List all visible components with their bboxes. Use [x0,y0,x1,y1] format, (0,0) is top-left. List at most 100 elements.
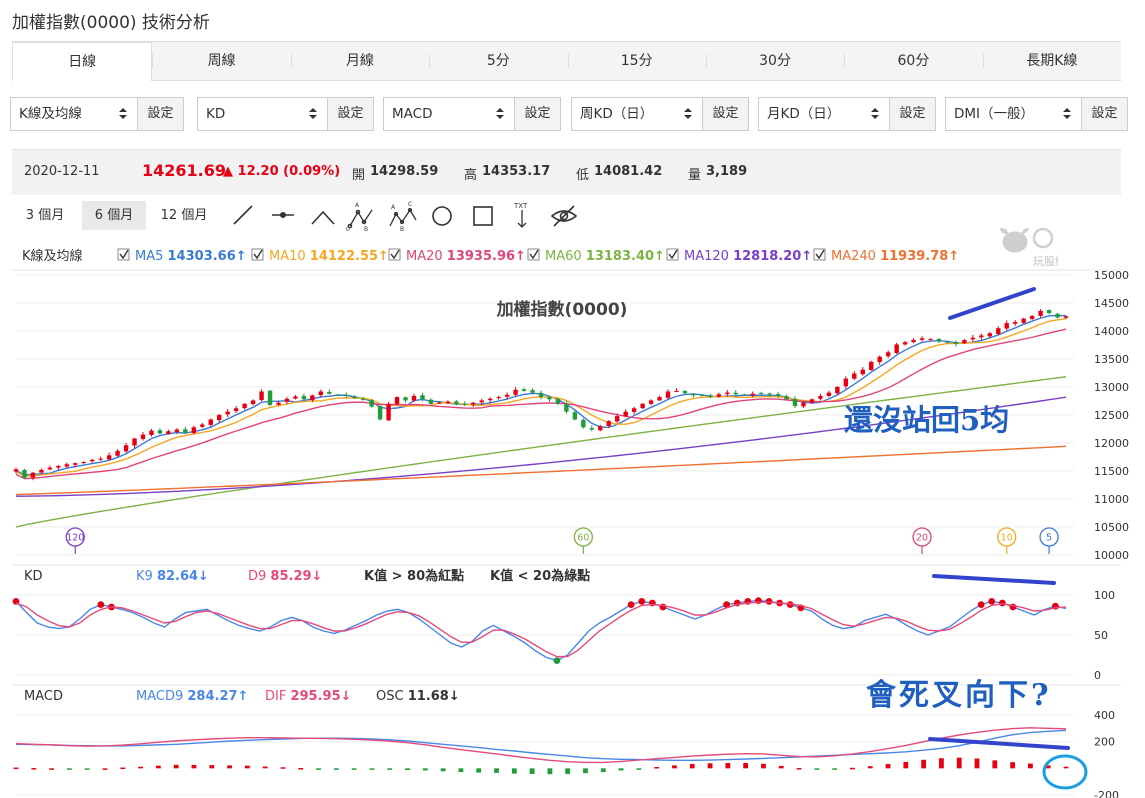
segment-tool-icon[interactable] [272,212,294,219]
osc-bar [476,768,482,773]
candle-body [115,450,120,456]
marker-circle [573,527,593,547]
candle-body [869,361,874,371]
candle-body [420,395,425,400]
range-3m-button[interactable]: 3 個月 [25,208,65,223]
legend-osc: OSC 11.68↓ [376,689,460,704]
tab-weekly[interactable]: 周線 [152,42,290,80]
high-value: 14353.17 [482,164,551,179]
tab-60min[interactable]: 60分 [844,42,982,80]
legend-d9: D9 85.29↓ [248,569,322,584]
candle-body [208,419,213,425]
tab-30min[interactable]: 30分 [705,42,844,80]
candle-body [589,428,595,430]
range-6m-button[interactable]: 6 個月 [82,201,146,230]
period-tabs: 日線 周線 月線 5分 15分 30分 60分 長期K線 [12,41,1121,81]
marker-circle [997,527,1017,547]
candle-body [276,402,281,405]
candle-body [344,394,349,396]
candle-body [826,392,832,396]
osc-bar [689,764,695,769]
candle-body [860,369,865,375]
checkmark-icon [668,249,678,260]
indicator-select-dmi[interactable]: DMI（一般） [946,98,1081,130]
checkmark-icon [119,249,129,260]
osc-bar [600,768,606,773]
candle-body [513,389,518,395]
osc-bar [1063,766,1069,769]
tab-15min[interactable]: 15分 [567,42,706,80]
kd-lines [12,597,1067,664]
osc-bar [885,764,891,769]
select-arrow-icon [119,108,127,120]
osc-bar [974,758,980,769]
select-value: KD [206,106,226,122]
settings-button[interactable]: 設定 [327,98,373,130]
candle-body [504,394,510,397]
select-arrow-icon [309,108,317,120]
abc-pattern-icon[interactable]: A B 0 [346,202,373,232]
candle-body [301,396,307,400]
settings-button[interactable]: 設定 [889,98,935,130]
indicator-select-macd[interactable]: MACD [384,98,514,130]
kd-red-dot [998,599,1006,607]
svg-text:A: A [391,204,396,211]
candle-body [885,352,891,357]
settings-button[interactable]: 設定 [514,98,560,130]
y-tick-label: 0 [1094,669,1101,682]
macd-line-macd9 [15,729,1067,762]
candle-body [996,328,1001,334]
osc-bar [1045,765,1051,769]
osc-bar [155,765,161,769]
candle-body [106,455,112,460]
candle-body [445,401,451,404]
tab-5min[interactable]: 5分 [429,42,567,80]
text-tool-icon[interactable]: TXT [513,202,528,228]
legend-dif: DIF 295.95↓ [265,689,352,704]
abcd-pattern-icon[interactable]: A C B [389,201,417,232]
tab-long-term[interactable]: 長期K線 [982,42,1121,80]
osc-bar [654,767,660,769]
candle-body [691,393,696,396]
osc-bar [778,765,784,769]
indicator-select-kline[interactable]: K線及均線 [11,98,137,130]
tab-daily[interactable]: 日線 [12,41,153,81]
line-tool-icon[interactable] [233,205,253,225]
angle-tool-icon[interactable] [311,210,335,225]
hide-tool-icon[interactable] [550,205,578,227]
y-tick-label: 200 [1094,736,1115,749]
indicator-select-kd[interactable]: KD [198,98,327,130]
osc-bar [298,768,304,770]
quote-price: 14261.69 [142,161,227,180]
svg-text:TXT: TXT [513,202,528,210]
svg-text:A: A [355,202,360,209]
candle-body [843,378,849,387]
osc-bar [173,764,179,769]
candle-body [615,416,620,422]
settings-button[interactable]: 設定 [702,98,748,130]
rect-tool-icon[interactable] [473,206,493,226]
candle-body [47,467,53,470]
range-12m-button[interactable]: 12 個月 [160,208,208,223]
settings-button[interactable]: 設定 [137,98,183,130]
candle-body [64,464,70,467]
technical-chart[interactable]: 1000010500110001150012000125001300013500… [0,238,1145,798]
candle-body [809,399,815,403]
legend-macd9: MACD9 284.27↑ [136,689,248,704]
candle-body [598,426,603,431]
candle-body [149,430,154,436]
tab-monthly[interactable]: 月線 [290,42,429,80]
candle-body [877,356,882,363]
candle-body [1012,322,1018,324]
circle-tool-icon[interactable] [432,206,452,226]
candle-body [39,469,44,473]
kd-legend-label: KD [24,569,43,584]
indicator-select-weekly-kd[interactable]: 周KD（日） [572,98,702,130]
indicator-select-monthly-kd[interactable]: 月KD（日） [759,98,889,130]
osc-bar [850,767,855,770]
candle-body [725,392,730,395]
settings-button[interactable]: 設定 [1081,98,1127,130]
macd-legend: MACD MACD9 284.27↑ DIF 295.95↓ OSC 11.68↓ [24,689,460,704]
candle-body [242,403,247,409]
osc-bar [262,766,268,769]
